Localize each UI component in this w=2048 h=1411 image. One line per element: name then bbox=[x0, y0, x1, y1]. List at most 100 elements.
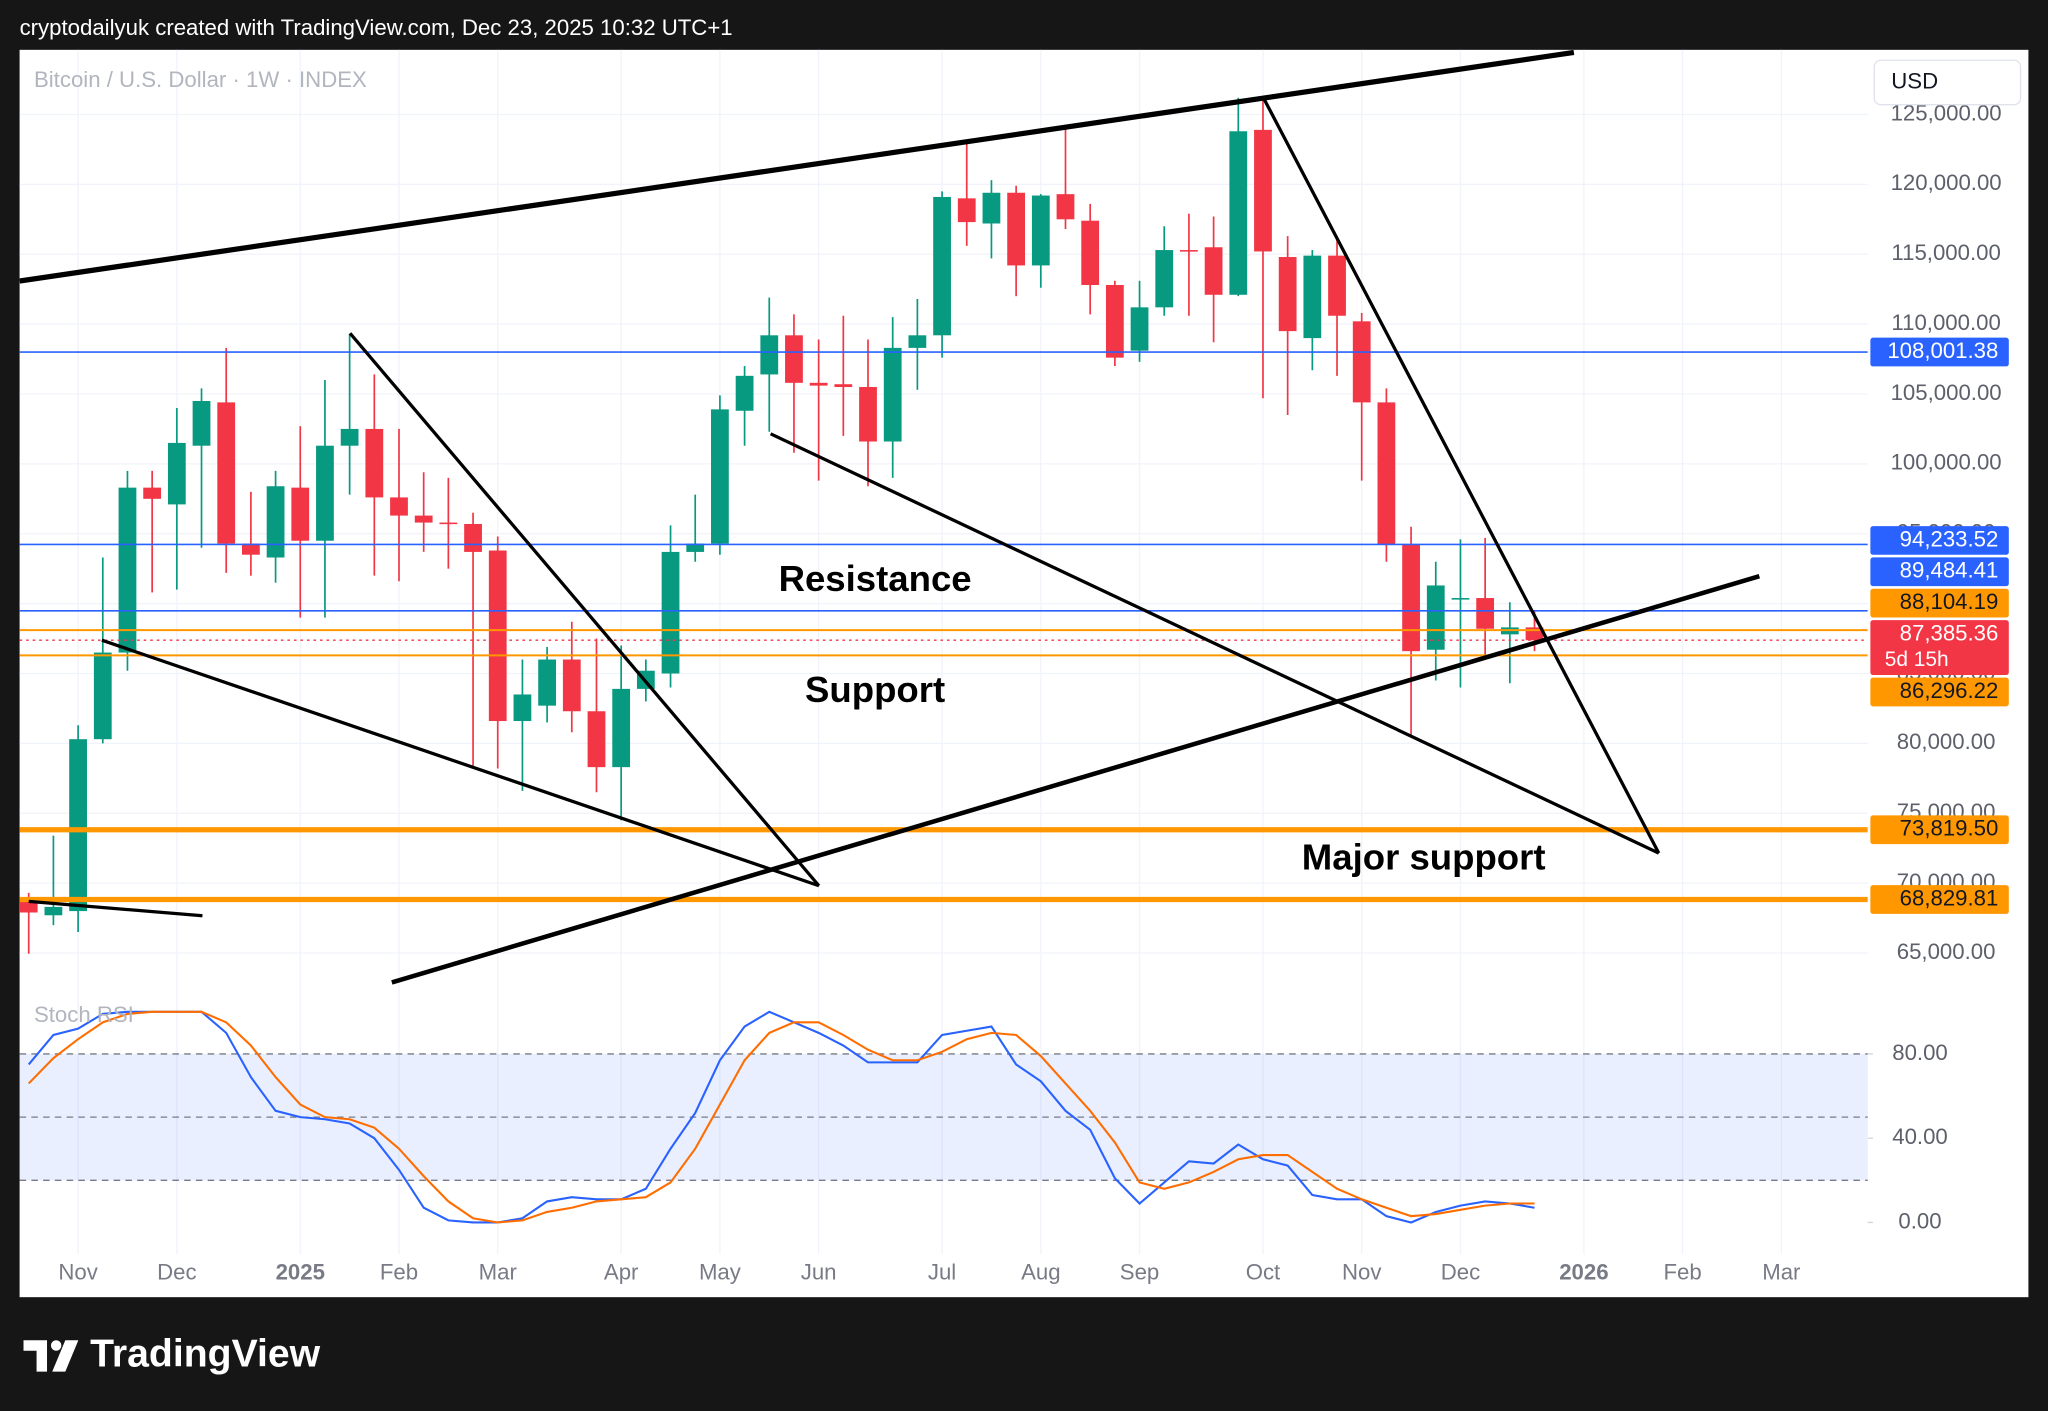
candle-body bbox=[883, 347, 902, 442]
candle-body bbox=[340, 428, 359, 446]
plot-layer bbox=[19, 97, 1868, 1224]
price-label: 88,104.19 bbox=[1900, 589, 1999, 614]
y-tick-label: 40.00 bbox=[1892, 1124, 1948, 1149]
logo-mark bbox=[52, 1340, 79, 1372]
price-label-box bbox=[1870, 885, 2009, 914]
price-label-box bbox=[1870, 815, 2009, 845]
candle-body bbox=[1204, 247, 1223, 295]
y-tick-label: 115,000.00 bbox=[1891, 240, 2000, 265]
candle-body bbox=[1426, 585, 1445, 650]
trend-line bbox=[19, 49, 1575, 284]
header-text: cryptodailyuk created with TradingView.c… bbox=[20, 15, 733, 40]
candle-body bbox=[1155, 250, 1174, 308]
price-label-box bbox=[1870, 620, 2009, 675]
candle-body bbox=[1476, 598, 1495, 629]
x-tick-label: Nov bbox=[58, 1260, 98, 1285]
logo-mark bbox=[50, 1340, 62, 1351]
candle-body bbox=[1105, 284, 1124, 358]
x-tick-label: Jun bbox=[801, 1260, 837, 1285]
candle-body bbox=[44, 906, 63, 916]
candle-body bbox=[1328, 255, 1346, 316]
x-tick-label: Oct bbox=[1246, 1260, 1281, 1285]
drawings: Resistance Support Major support bbox=[19, 49, 1760, 985]
candle-body bbox=[192, 400, 211, 446]
candle-body bbox=[69, 739, 87, 912]
candle-body bbox=[167, 442, 186, 505]
brand-name: TradingView bbox=[90, 1332, 321, 1375]
y-tick-label: 120,000.00 bbox=[1891, 170, 2002, 195]
candle-body bbox=[760, 335, 779, 375]
candle-body bbox=[933, 196, 951, 336]
x-tick-label: 2026 bbox=[1559, 1260, 1608, 1285]
price-label: 94,233.52 bbox=[1900, 526, 1999, 551]
x-tick-label: Dec bbox=[1441, 1260, 1480, 1285]
price-label: 108,001.38 bbox=[1887, 338, 1998, 363]
candle-body bbox=[1180, 250, 1198, 252]
candle-body bbox=[488, 550, 507, 722]
candle-body bbox=[612, 688, 631, 768]
x-tick-label: Dec bbox=[157, 1260, 196, 1285]
trend-line bbox=[769, 432, 1660, 855]
candle-body bbox=[1303, 255, 1322, 339]
stoch-line bbox=[27, 1010, 1535, 1224]
candle-body bbox=[513, 694, 532, 722]
y-tick-label: 105,000.00 bbox=[1891, 380, 2002, 405]
brand-logo: TradingView bbox=[23, 1332, 321, 1375]
candle-body bbox=[785, 335, 803, 383]
currency-label[interactable]: USD bbox=[1891, 68, 1938, 93]
candle-body bbox=[1377, 402, 1396, 545]
candle-body bbox=[93, 652, 112, 740]
logo-mark bbox=[23, 1340, 48, 1372]
candle-body bbox=[661, 551, 680, 674]
symbol-title: Bitcoin / U.S. Dollar · 1W · INDEX bbox=[34, 67, 367, 92]
candle-body bbox=[439, 522, 458, 525]
candle-body bbox=[735, 375, 754, 411]
x-tick-label: Jul bbox=[928, 1260, 956, 1285]
x-tick-label: Mar bbox=[479, 1260, 518, 1285]
annotation: Major support bbox=[1302, 836, 1546, 877]
candle-body bbox=[1031, 195, 1050, 266]
candle-body bbox=[365, 428, 384, 498]
price-label-box bbox=[1870, 677, 2009, 707]
x-tick-label: Mar bbox=[1762, 1260, 1801, 1285]
y-tick-label: 65,000.00 bbox=[1897, 939, 1996, 964]
price-label-box bbox=[1870, 557, 2009, 587]
candle-body bbox=[242, 543, 260, 555]
candle-body bbox=[1056, 194, 1075, 220]
candle-body bbox=[118, 487, 137, 653]
candle-body bbox=[316, 445, 334, 541]
trend-line bbox=[28, 899, 203, 918]
candle-body bbox=[562, 659, 581, 712]
indicator-title: Stoch RSI bbox=[34, 1002, 134, 1027]
price-label: 86,296.22 bbox=[1900, 678, 1999, 703]
candle-body bbox=[414, 515, 433, 523]
candle-body bbox=[143, 487, 162, 499]
candle-body bbox=[538, 659, 556, 706]
price-label-box bbox=[1870, 588, 2009, 618]
price-label: 89,484.41 bbox=[1900, 558, 1999, 583]
price-countdown: 5d 15h bbox=[1885, 648, 1949, 671]
x-tick-label: Feb bbox=[1664, 1260, 1702, 1285]
candle-body bbox=[1081, 220, 1100, 285]
annotation: Resistance bbox=[779, 558, 972, 599]
candle-body bbox=[217, 402, 236, 544]
candle-body bbox=[686, 543, 705, 552]
candle-body bbox=[982, 192, 1001, 224]
price-label: 87,385.36 bbox=[1900, 620, 1999, 645]
candle-body bbox=[908, 335, 927, 348]
x-tick-label: Apr bbox=[604, 1260, 639, 1285]
trend-line bbox=[391, 574, 1760, 985]
price-label-box bbox=[1870, 526, 2009, 555]
x-tick-label: Aug bbox=[1021, 1260, 1060, 1285]
candle-body bbox=[809, 382, 828, 386]
candle-body bbox=[711, 409, 729, 544]
candle-body bbox=[1130, 307, 1149, 351]
candle-body bbox=[834, 384, 853, 388]
candle-body bbox=[1451, 598, 1470, 600]
candle-body bbox=[859, 387, 877, 442]
candle-body bbox=[1402, 544, 1420, 652]
currency-button[interactable] bbox=[1873, 59, 2022, 106]
candle-body bbox=[957, 198, 976, 223]
